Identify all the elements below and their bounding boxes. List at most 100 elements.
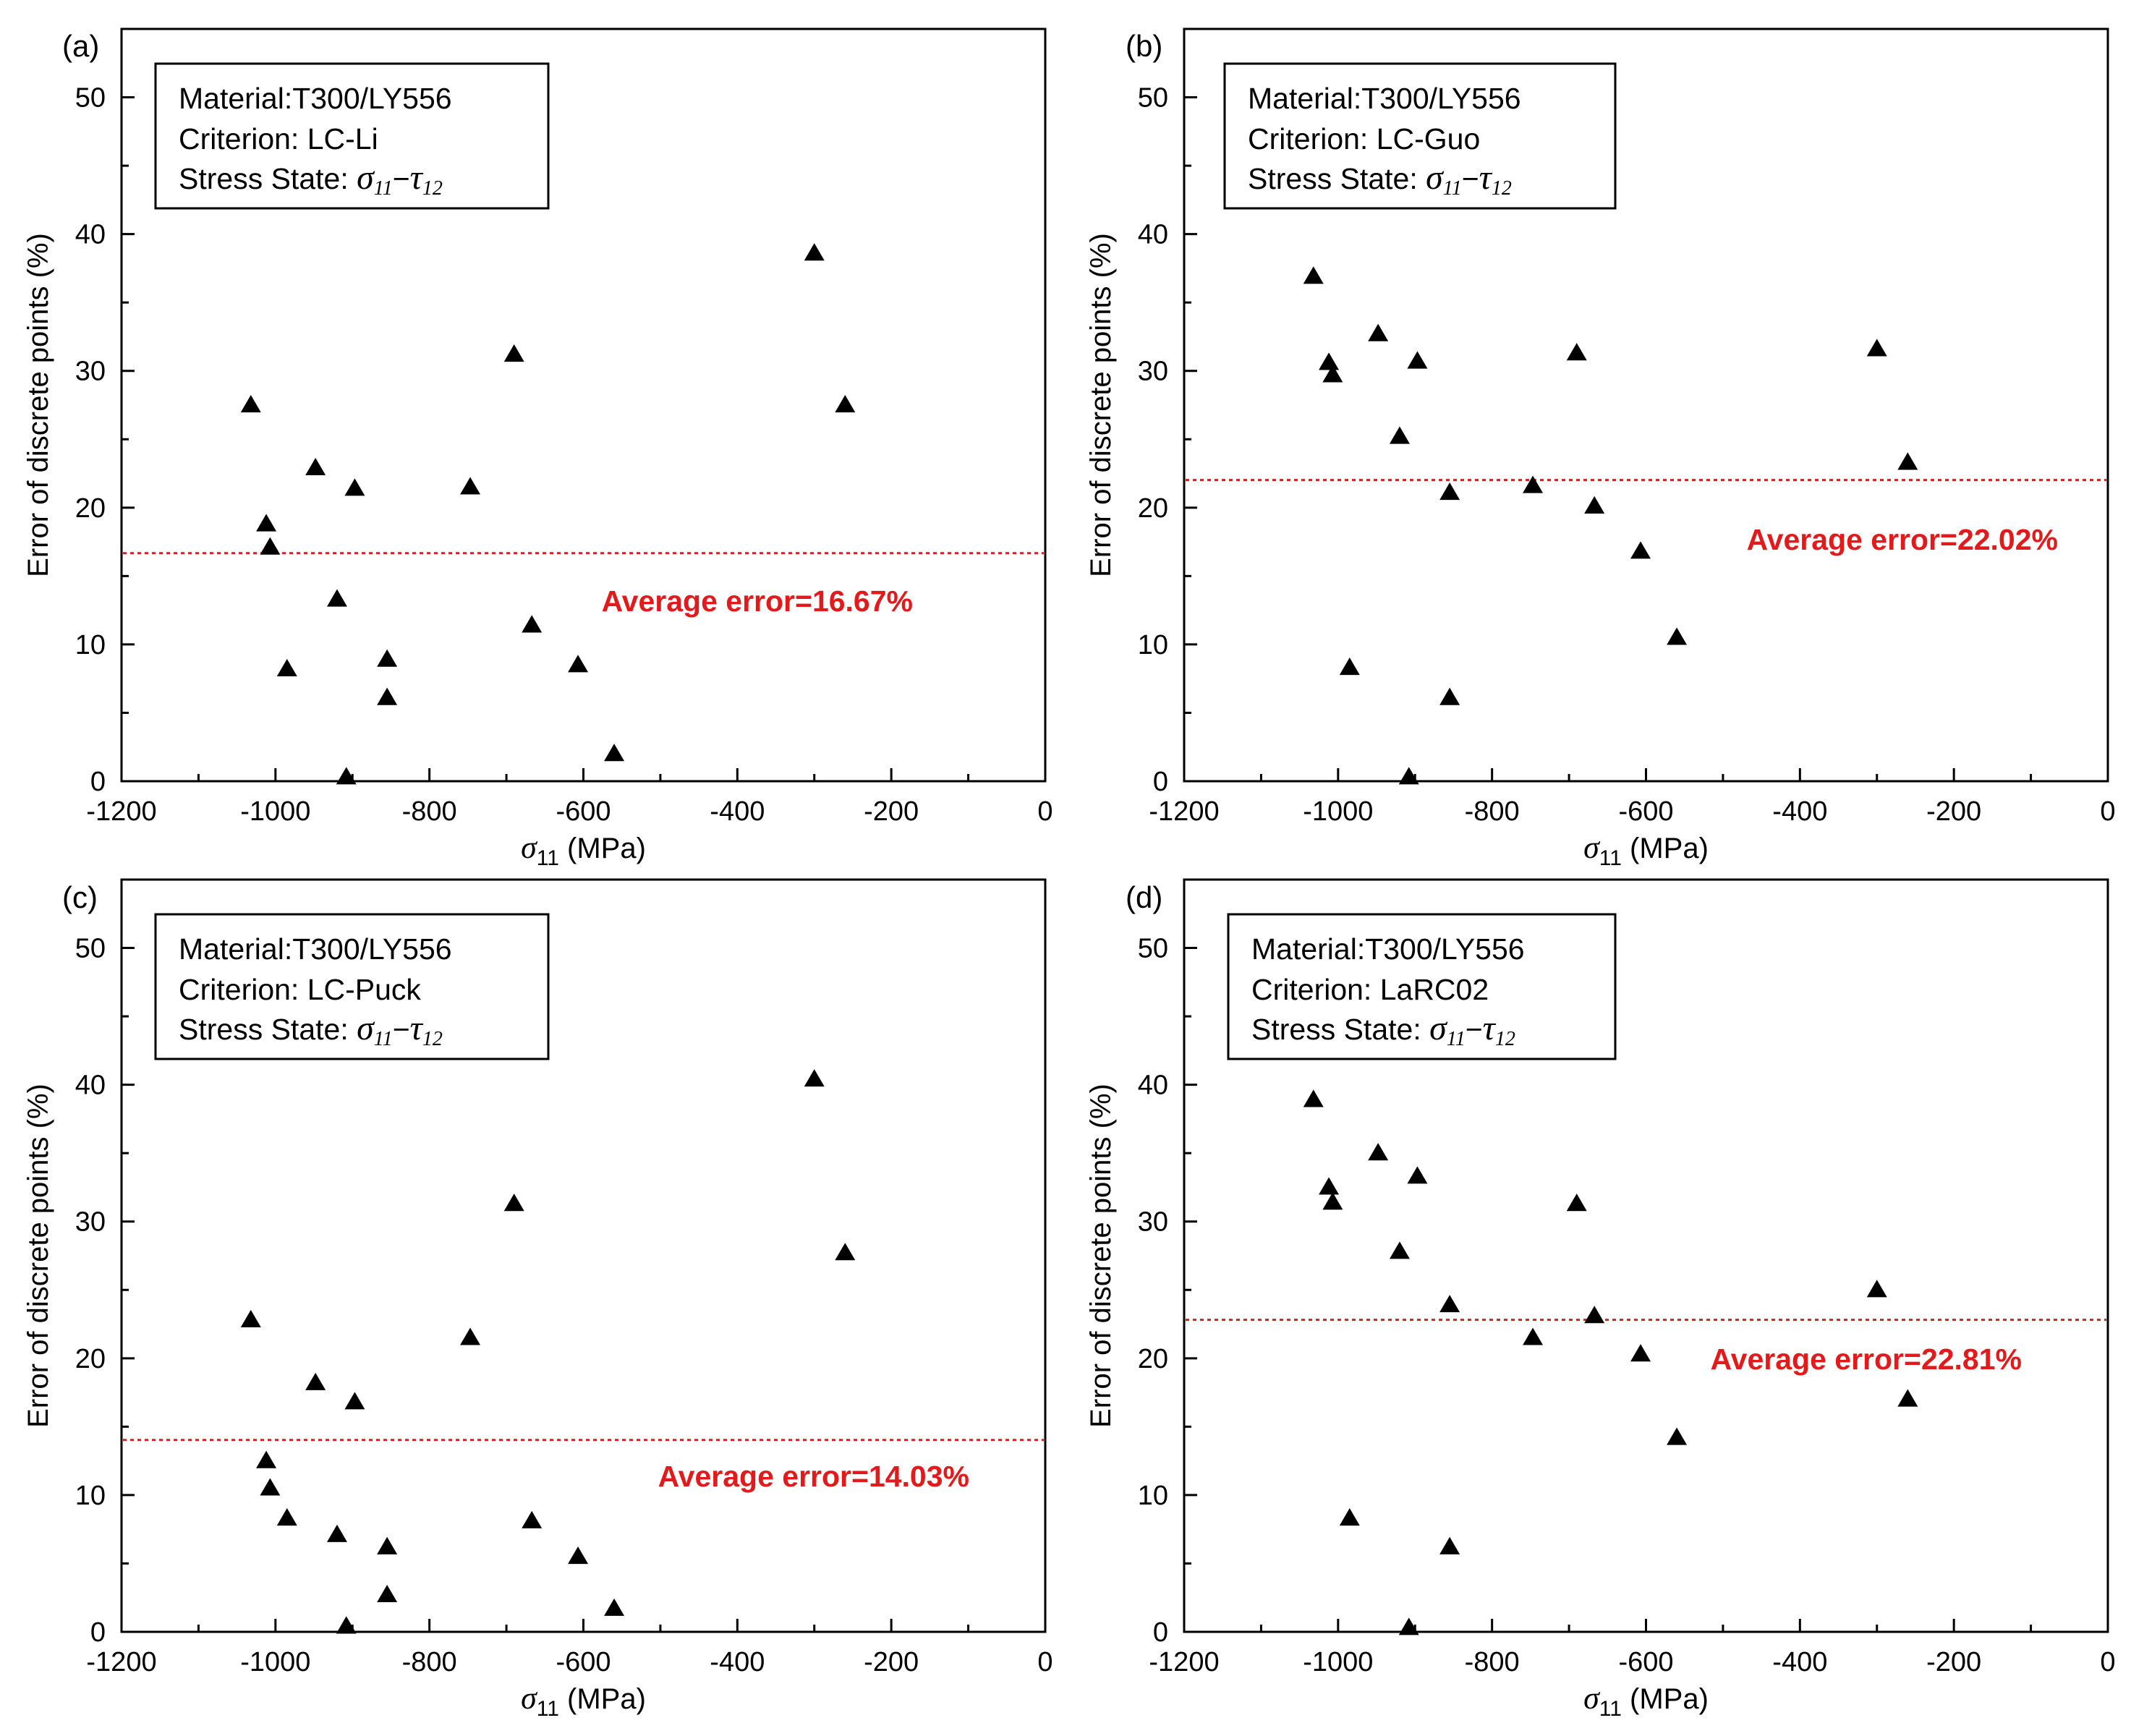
data-point [460, 1327, 481, 1345]
stress-state-sigma: σ [357, 1009, 375, 1047]
x-axis-label: σ11 (MPa) [1583, 1680, 1709, 1721]
legend-criterion: Criterion: LC-Puck [179, 973, 421, 1006]
data-point [1319, 1177, 1340, 1195]
data-point [276, 658, 297, 677]
y-tick-label: 10 [1138, 630, 1168, 660]
legend-material: Material:T300/LY556 [1248, 82, 1521, 115]
data-point [604, 744, 625, 762]
x-tick-label: -800 [1465, 796, 1520, 827]
average-error-label: Average error=22.81% [1711, 1343, 2022, 1376]
x-axis-sigma-sub: 11 [1599, 846, 1622, 870]
x-tick-label: -400 [1772, 796, 1827, 827]
stress-state-dash: − [1466, 1013, 1483, 1046]
legend-material: Material:T300/LY556 [1251, 932, 1525, 966]
data-point [1667, 627, 1688, 645]
legend-material: Material:T300/LY556 [179, 932, 452, 966]
x-tick-label: 0 [1037, 1647, 1052, 1677]
data-point [326, 589, 347, 607]
data-point [1339, 1508, 1360, 1526]
y-tick-label: 40 [75, 220, 106, 250]
y-tick-label: 30 [1138, 1207, 1168, 1238]
y-tick-label: 10 [75, 630, 106, 660]
x-tick-label: -400 [710, 1647, 765, 1677]
panel-label: (b) [1126, 29, 1162, 63]
x-tick-label: 0 [1037, 796, 1052, 827]
y-tick-label: 20 [1138, 1344, 1168, 1374]
x-axis-label: σ11 (MPa) [1583, 830, 1709, 870]
average-error-label: Average error=22.02% [1747, 523, 2058, 556]
data-point [1407, 351, 1428, 369]
x-tick-label: -1000 [1303, 796, 1373, 827]
x-axis-label: σ11 (MPa) [521, 830, 646, 870]
legend-stress-state: Stress State: σ11−τ12 [1251, 1009, 1515, 1050]
data-point [1866, 339, 1887, 357]
y-tick-label: 0 [1153, 767, 1168, 797]
x-axis-sigma: σ [1583, 830, 1601, 865]
data-point [1566, 343, 1587, 361]
y-tick-label: 30 [1138, 357, 1168, 387]
stress-state-tau: τ [410, 1009, 424, 1047]
x-tick-label: -1200 [1149, 1647, 1219, 1677]
x-tick-label: -200 [1926, 796, 1981, 827]
x-axis-sigma-sub: 11 [537, 1697, 559, 1721]
y-tick-label: 50 [1138, 83, 1168, 114]
y-tick-label: 20 [75, 493, 106, 524]
data-point [276, 1508, 297, 1526]
chart-panel-2: -1200 -1000 -800 -600 -400 -200 001020304050σ1… [1085, 27, 2116, 870]
data-point [344, 1392, 365, 1410]
legend-criterion: Criterion: LaRC02 [1251, 973, 1489, 1006]
x-tick-label: -1200 [1149, 796, 1219, 827]
data-point [835, 1243, 856, 1261]
data-point [1584, 1306, 1605, 1324]
y-axis-label: Error of discrete points (%) [22, 233, 54, 577]
x-tick-label: -1200 [86, 796, 156, 827]
legend-criterion: Criterion: LC-Li [179, 122, 378, 156]
data-point [1407, 1166, 1428, 1184]
x-axis-unit: (MPa) [559, 1683, 646, 1715]
x-tick-label: -800 [402, 796, 457, 827]
data-point [260, 537, 281, 555]
stress-state-dash: − [393, 162, 410, 195]
data-point [522, 1510, 543, 1528]
panel-label: (a) [62, 29, 99, 63]
y-tick-label: 40 [1138, 220, 1168, 250]
data-point [260, 1478, 281, 1496]
data-point [1322, 365, 1343, 383]
data-point [336, 767, 357, 785]
data-point [1630, 541, 1651, 559]
stress-state-sigma: σ [1426, 158, 1445, 197]
data-point [1398, 1617, 1419, 1635]
stress-state-dash: − [1462, 162, 1479, 195]
x-axis-sigma-sub: 11 [1599, 1697, 1622, 1721]
x-tick-label: -1000 [240, 1647, 310, 1677]
data-point [1389, 426, 1410, 444]
data-point [804, 1069, 825, 1087]
chart-panel-1: -1200 -1000 -800 -600 -400 -200 001020304050σ1… [22, 27, 1053, 870]
stress-state-sigma-sub: 11 [1443, 177, 1462, 200]
x-axis-sigma-sub: 11 [537, 846, 559, 870]
data-point [568, 655, 589, 673]
legend-box [154, 62, 550, 210]
average-error-label: Average error=14.03% [658, 1460, 969, 1493]
data-point [1322, 1192, 1343, 1210]
data-point [568, 1546, 589, 1565]
data-point [344, 478, 365, 496]
x-tick-label: 0 [2100, 1647, 2115, 1677]
data-point [1584, 495, 1605, 514]
data-point [1368, 1143, 1389, 1161]
y-tick-label: 50 [75, 83, 106, 114]
data-point [1439, 1295, 1460, 1313]
data-point [305, 457, 326, 476]
data-point [240, 1309, 261, 1327]
stress-state-tau-sub: 12 [1492, 177, 1512, 200]
y-tick-label: 0 [90, 1617, 106, 1648]
x-tick-label: -200 [1926, 1647, 1981, 1677]
y-tick-label: 0 [90, 767, 106, 797]
x-tick-label: -200 [864, 1647, 919, 1677]
data-point [604, 1598, 625, 1616]
legend-box [1227, 913, 1617, 1060]
legend-stress-state: Stress State: σ11−τ12 [179, 1009, 443, 1050]
